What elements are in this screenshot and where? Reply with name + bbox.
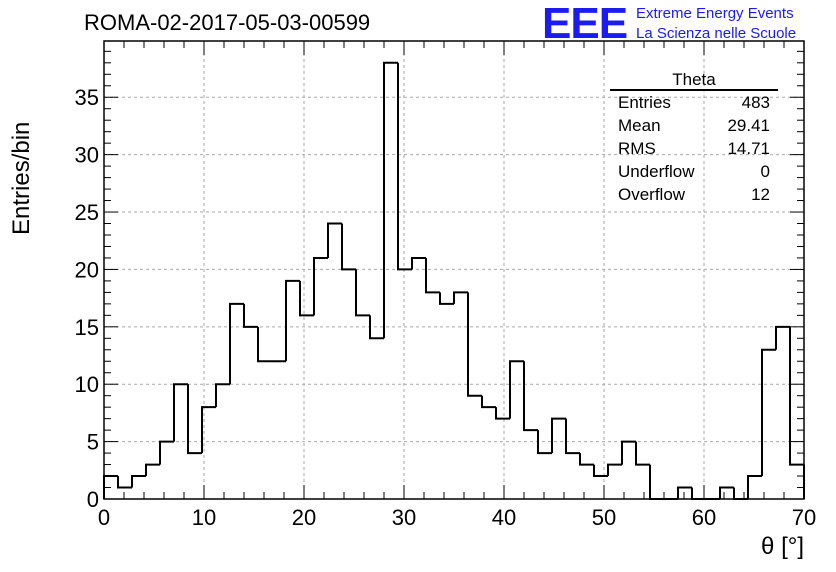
histogram-bin (467, 292, 482, 397)
histogram-bin (257, 326, 272, 363)
histogram-bin (677, 486, 692, 499)
x-tick-label: 10 (192, 505, 216, 530)
histogram-bin (215, 383, 230, 408)
histogram-bin (145, 463, 160, 477)
stats-value: 0 (760, 162, 770, 181)
histogram-bin (159, 440, 174, 465)
x-tick-label: 0 (98, 505, 110, 530)
stats-label: RMS (618, 139, 656, 158)
y-tick-label: 15 (75, 315, 99, 340)
histogram-bin (621, 440, 636, 465)
x-axis-label: θ [°] (761, 533, 804, 560)
histogram-bin (733, 487, 748, 500)
histogram-bin (117, 476, 132, 489)
histogram-bin (411, 256, 426, 270)
stats-value: 14.71 (727, 139, 770, 158)
histogram-bin (327, 222, 342, 258)
stats-title: Theta (610, 70, 778, 91)
histogram-bin (229, 302, 244, 385)
plot-title: ROMA-02-2017-05-03-00599 (84, 10, 371, 35)
stats-row-mean: Mean 29.41 (610, 114, 778, 137)
histogram-bin (383, 61, 398, 339)
stats-box: Theta Entries 483 Mean 29.41 RMS 14.71 Unde… (610, 70, 778, 206)
histogram-bin (635, 441, 650, 466)
y-tick-label: 10 (75, 372, 99, 397)
histogram-bin (481, 395, 496, 409)
stats-label: Entries (618, 93, 671, 112)
stats-label: Underflow (618, 162, 695, 181)
y-tick-label: 5 (87, 430, 99, 455)
logo-caption-line2: La Scienza nelle Scuole (636, 25, 797, 42)
stats-row-underflow: Underflow 0 (610, 160, 778, 183)
histogram-bin (313, 256, 328, 316)
stats-label: Overflow (618, 185, 686, 204)
histogram-bin (551, 417, 566, 454)
histogram-bin (761, 348, 776, 477)
histogram-bin (747, 475, 762, 499)
y-tick-label: 25 (75, 200, 99, 225)
histogram-bin (775, 325, 790, 350)
histogram-bin (397, 62, 412, 271)
x-tick-label: 70 (792, 505, 816, 530)
histogram-bin (593, 464, 608, 478)
histogram-bin (453, 291, 468, 304)
histogram-bin (523, 361, 538, 432)
histogram-bin (187, 384, 202, 455)
logo-caption: Extreme Energy Events La Scienza nelle S… (636, 4, 796, 44)
stats-row-overflow: Overflow 12 (610, 183, 778, 206)
stats-row-entries: Entries 483 (610, 91, 778, 114)
stats-value: 12 (751, 185, 770, 204)
x-tick-label: 60 (692, 505, 716, 530)
eee-logo: EEE (542, 0, 628, 48)
y-tick-label: 30 (75, 143, 99, 168)
histogram-bin (565, 418, 580, 455)
histogram-bin (243, 303, 258, 328)
x-tick-label: 30 (392, 505, 416, 530)
histogram-bin (425, 257, 440, 294)
histogram-bin (509, 360, 524, 419)
y-tick-label: 20 (75, 257, 99, 282)
histogram-bin (369, 315, 384, 340)
y-axis-label: Entries/bin (8, 121, 35, 235)
y-tick-label: 35 (75, 85, 99, 110)
tick-labels: 0 10 20 30 40 50 60 70 0 5 10 15 20 25 30 35 (75, 85, 817, 530)
histogram-bin (201, 406, 216, 454)
histogram-bin (299, 280, 314, 317)
histogram-bars (103, 61, 805, 500)
histogram-bin (355, 269, 370, 317)
stats-value: 29.41 (727, 116, 770, 135)
histogram-bin (495, 407, 510, 420)
histogram-bin (341, 223, 356, 271)
x-tick-label: 50 (592, 505, 616, 530)
histogram-bin (173, 383, 188, 442)
histogram-bin (439, 292, 454, 305)
histogram-bin (607, 463, 622, 477)
x-tick-label: 20 (292, 505, 316, 530)
histogram-bin (131, 475, 146, 488)
plot-frame (103, 40, 805, 500)
logo-caption-line1: Extreme Energy Events (636, 5, 794, 22)
histogram-bin (649, 464, 664, 500)
stats-label: Mean (618, 116, 661, 135)
histogram-bin (719, 486, 734, 499)
stats-value: 483 (741, 93, 770, 112)
histogram-bin (537, 430, 552, 455)
axis-ticks (103, 41, 805, 500)
x-tick-label: 40 (492, 505, 516, 530)
y-tick-label: 0 (87, 487, 99, 512)
histogram-bin (579, 453, 594, 466)
stats-row-rms: RMS 14.71 (610, 137, 778, 160)
histogram-bin (285, 279, 300, 362)
